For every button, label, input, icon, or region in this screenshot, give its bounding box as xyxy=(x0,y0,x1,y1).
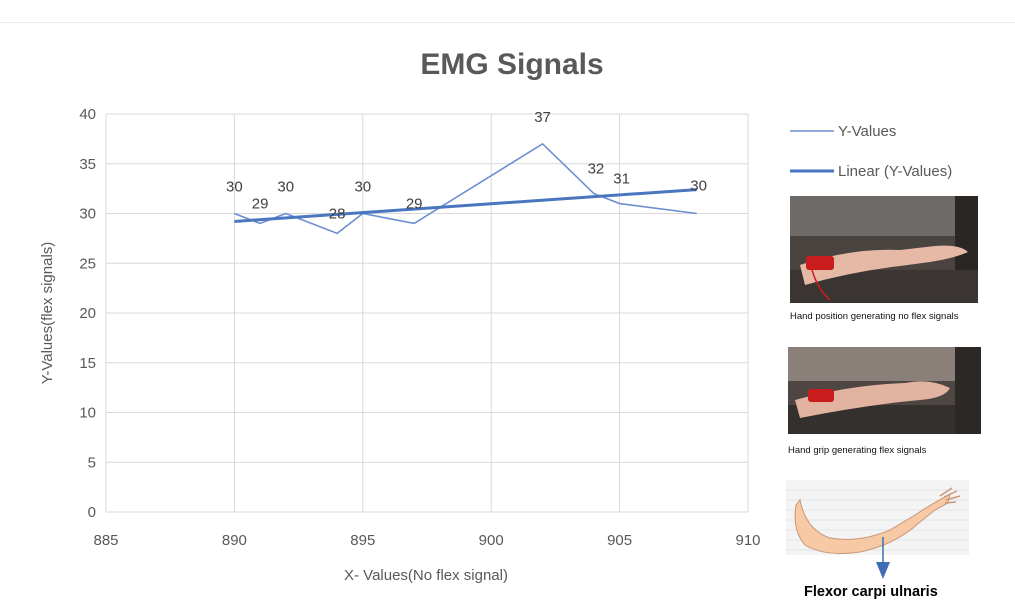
data-label: 32 xyxy=(588,161,605,178)
y-tick-label: 35 xyxy=(79,156,96,173)
series-line-linear-trend xyxy=(234,188,697,223)
data-label: 28 xyxy=(329,205,346,222)
data-label: 30 xyxy=(277,179,294,196)
data-label: 30 xyxy=(690,178,707,195)
y-tick-label: 10 xyxy=(79,405,96,422)
y-tick-label: 15 xyxy=(79,355,96,372)
series-line-y-values xyxy=(234,142,697,235)
y-tick-label: 20 xyxy=(79,305,96,322)
legend-entry-linear: Linear (Y-Values) xyxy=(838,163,952,180)
data-label: 29 xyxy=(406,195,423,212)
photo-hand-grip xyxy=(788,347,981,434)
photo-hand-open xyxy=(790,196,978,303)
data-label: 30 xyxy=(354,179,371,196)
x-tick-label: 910 xyxy=(735,532,760,549)
data-label: 37 xyxy=(534,109,551,126)
data-label: 29 xyxy=(252,195,269,212)
y-tick-label: 40 xyxy=(79,106,96,123)
legend-entry-y-values: Y-Values xyxy=(838,123,896,140)
photo1-caption: Hand position generating no flex signals xyxy=(790,311,959,322)
data-label: 30 xyxy=(226,179,243,196)
y-tick-label: 25 xyxy=(79,255,96,272)
x-tick-label: 905 xyxy=(607,532,632,549)
data-label: 31 xyxy=(613,171,630,188)
y-tick-label: 5 xyxy=(88,454,96,471)
y-tick-label: 0 xyxy=(88,504,96,521)
x-tick-label: 885 xyxy=(93,532,118,549)
photo2-caption: Hand grip generating flex signals xyxy=(788,445,927,456)
x-axis-label: X- Values(No flex signal) xyxy=(344,567,508,584)
chart-title: EMG Signals xyxy=(420,48,603,81)
x-tick-label: 895 xyxy=(350,532,375,549)
x-tick-label: 890 xyxy=(222,532,247,549)
y-axis-label: Y-Values(flex signals) xyxy=(39,242,56,385)
arm-illustration xyxy=(786,480,969,579)
muscle-label: Flexor carpi ulnaris xyxy=(804,584,938,600)
x-tick-label: 900 xyxy=(479,532,504,549)
y-tick-label: 30 xyxy=(79,206,96,223)
top-divider xyxy=(0,22,1015,23)
